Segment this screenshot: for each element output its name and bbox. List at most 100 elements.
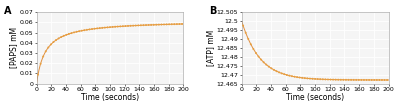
Point bbox=[358, 79, 364, 81]
Point bbox=[258, 59, 264, 60]
Point bbox=[376, 79, 382, 81]
Point bbox=[63, 34, 70, 36]
Point bbox=[76, 30, 82, 32]
Point bbox=[48, 44, 54, 45]
Point bbox=[294, 76, 300, 78]
Point bbox=[253, 52, 259, 54]
Point bbox=[338, 79, 344, 81]
Point bbox=[309, 78, 316, 80]
Point bbox=[114, 26, 121, 27]
Point bbox=[371, 79, 378, 81]
Point bbox=[379, 79, 385, 81]
Point bbox=[174, 23, 180, 25]
Point bbox=[42, 50, 49, 52]
Point bbox=[158, 24, 165, 25]
Point bbox=[89, 28, 95, 30]
Point bbox=[276, 71, 282, 73]
Point bbox=[109, 26, 116, 28]
Point bbox=[107, 26, 113, 28]
Point bbox=[345, 79, 352, 81]
Point bbox=[325, 79, 331, 80]
Text: A: A bbox=[4, 6, 12, 17]
Point bbox=[332, 79, 339, 81]
Point bbox=[71, 32, 77, 33]
Point bbox=[135, 25, 142, 26]
Point bbox=[363, 79, 370, 81]
Point bbox=[55, 38, 62, 39]
Point bbox=[73, 31, 80, 33]
Point bbox=[255, 56, 262, 57]
Point bbox=[263, 64, 270, 65]
Point bbox=[58, 36, 64, 38]
Text: B: B bbox=[209, 6, 217, 17]
Point bbox=[343, 79, 349, 81]
Point bbox=[166, 23, 172, 25]
Point bbox=[281, 73, 288, 75]
Y-axis label: [PAPS] mM: [PAPS] mM bbox=[9, 27, 18, 68]
Point bbox=[278, 72, 285, 74]
Point bbox=[291, 76, 298, 78]
Point bbox=[130, 25, 136, 27]
Point bbox=[102, 27, 108, 28]
Point bbox=[117, 25, 124, 27]
Point bbox=[361, 79, 367, 81]
Point bbox=[260, 61, 267, 63]
Y-axis label: [ATP] mM: [ATP] mM bbox=[206, 30, 215, 66]
Point bbox=[317, 78, 324, 80]
Point bbox=[384, 79, 390, 81]
Point bbox=[312, 78, 318, 80]
Point bbox=[268, 68, 274, 69]
Point bbox=[127, 25, 134, 27]
Point bbox=[340, 79, 346, 81]
Point bbox=[368, 79, 375, 81]
Point bbox=[120, 25, 126, 27]
Point bbox=[353, 79, 360, 81]
Point bbox=[273, 70, 280, 72]
Point bbox=[240, 25, 246, 27]
Point bbox=[150, 24, 157, 26]
Point bbox=[86, 29, 93, 30]
Point bbox=[138, 24, 144, 26]
Point bbox=[112, 26, 118, 28]
Point bbox=[122, 25, 129, 27]
Point bbox=[50, 41, 57, 43]
Point bbox=[153, 24, 160, 26]
Point bbox=[94, 28, 100, 29]
Point bbox=[53, 39, 59, 41]
Point bbox=[242, 32, 249, 34]
Point bbox=[296, 77, 303, 78]
Point bbox=[37, 63, 44, 65]
Point bbox=[286, 75, 292, 76]
Point bbox=[125, 25, 131, 27]
Point bbox=[266, 66, 272, 68]
Point bbox=[68, 32, 75, 34]
Point bbox=[250, 48, 256, 50]
Point bbox=[60, 35, 67, 37]
Point bbox=[314, 78, 321, 80]
Point bbox=[171, 23, 178, 25]
Point bbox=[302, 77, 308, 79]
Point bbox=[96, 27, 103, 29]
Point bbox=[356, 79, 362, 81]
Point bbox=[330, 79, 336, 80]
Point bbox=[156, 24, 162, 25]
Point bbox=[143, 24, 149, 26]
Point bbox=[348, 79, 354, 81]
Point bbox=[40, 56, 46, 57]
Point bbox=[163, 24, 170, 25]
Point bbox=[322, 79, 328, 80]
Point bbox=[335, 79, 342, 81]
X-axis label: Time (seconds): Time (seconds) bbox=[286, 93, 344, 102]
Point bbox=[145, 24, 152, 26]
Point bbox=[320, 78, 326, 80]
Point bbox=[350, 79, 357, 81]
Point bbox=[45, 47, 52, 48]
Point bbox=[84, 29, 90, 31]
Point bbox=[132, 25, 139, 26]
Point bbox=[176, 23, 183, 25]
Point bbox=[327, 79, 334, 80]
Point bbox=[271, 69, 277, 71]
Point bbox=[81, 29, 88, 31]
Point bbox=[78, 30, 85, 32]
Point bbox=[304, 78, 310, 79]
